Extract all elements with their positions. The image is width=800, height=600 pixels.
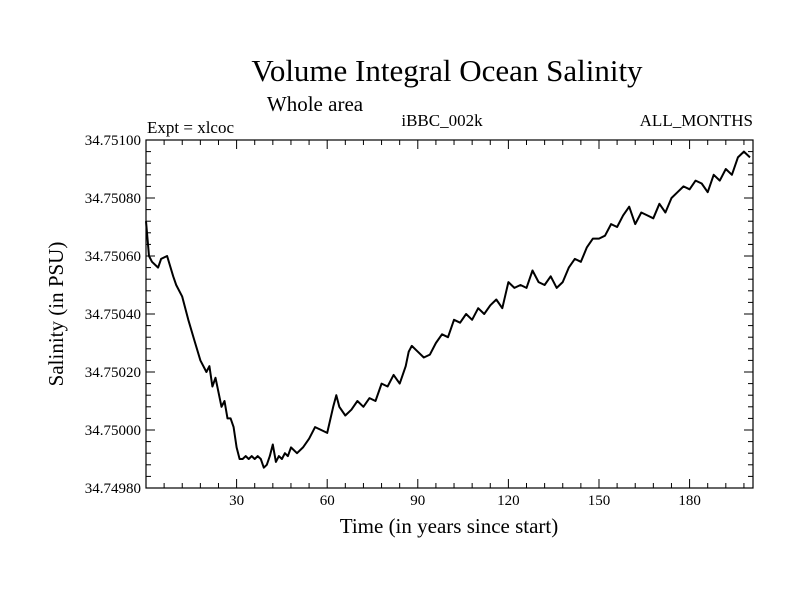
chart-title: Volume Integral Ocean Salinity [251,53,643,88]
months-label: ALL_MONTHS [640,111,753,130]
y-tick-labels: 34.74980 34.75000 34.75020 34.75040 34.75060… [85,133,141,497]
x-tick-label: 30 [229,493,244,509]
y-tick-label: 34.74980 [85,481,141,497]
run-id-label: iBBC_002k [401,111,483,130]
experiment-label: Expt = xlcoc [147,118,234,137]
plot-frame [145,139,754,489]
y-tick-label: 34.75000 [85,423,141,439]
y-tick-label: 34.75020 [85,365,141,381]
chart-subtitle: Whole area [267,92,364,116]
y-tick-label: 34.75060 [85,249,141,265]
axis-ticks [146,140,753,488]
salinity-series-line [145,150,751,469]
y-tick-label: 34.75100 [85,133,141,149]
y-axis-title: Salinity (in PSU) [44,242,68,387]
y-tick-label: 34.75080 [85,191,141,207]
x-tick-label: 120 [497,493,520,509]
y-tick-label: 34.75040 [85,307,141,323]
x-tick-labels: 30 60 90 120 150 180 [229,493,701,509]
x-tick-label: 150 [588,493,611,509]
x-tick-label: 60 [320,493,335,509]
x-tick-label: 90 [410,493,425,509]
x-tick-label: 180 [678,493,701,509]
x-axis-title: Time (in years since start) [340,514,559,538]
